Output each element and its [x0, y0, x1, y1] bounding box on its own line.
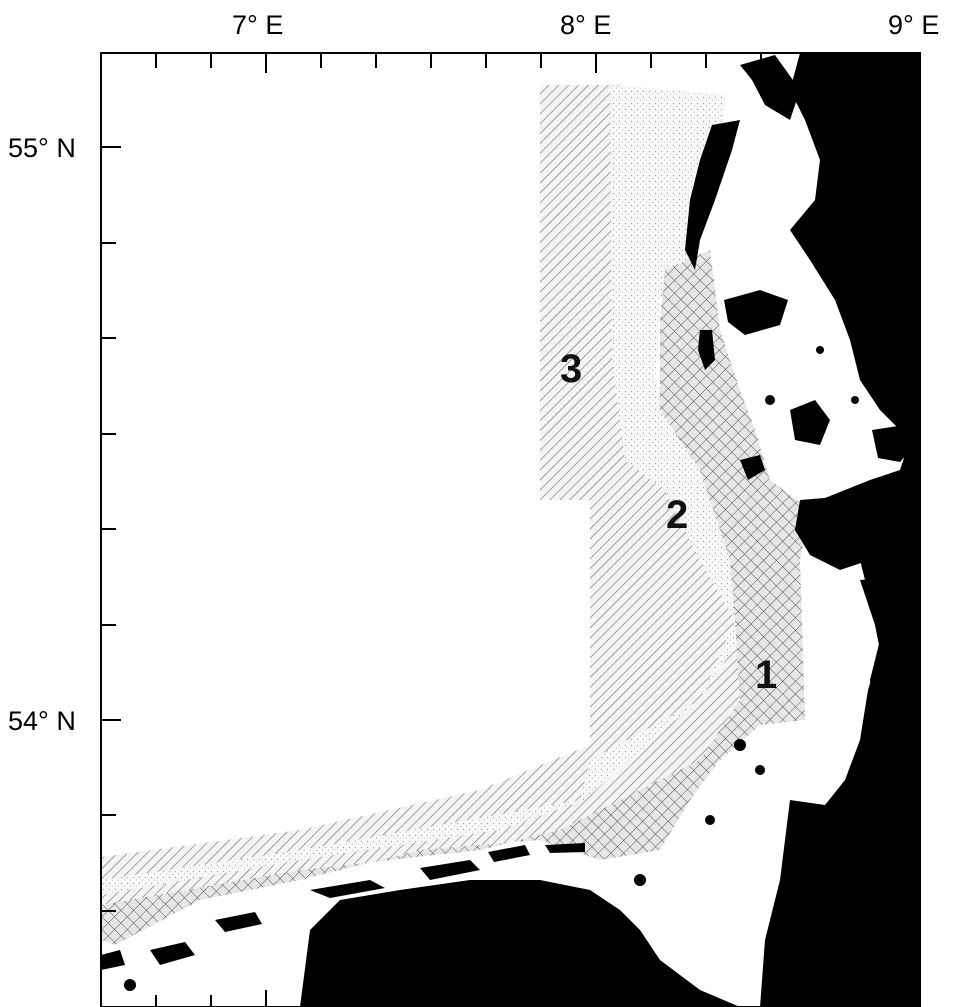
zone-label-2: 2 — [666, 493, 688, 537]
islet-6 — [816, 346, 824, 354]
frisian-island-5 — [215, 912, 262, 932]
x-tick-label-9e: 9° E — [888, 10, 939, 40]
peninsula-eiderstedt — [795, 495, 880, 570]
bottom-ticks — [155, 990, 267, 1007]
islet-3 — [705, 815, 715, 825]
islet-2 — [755, 765, 765, 775]
zone-2-area — [101, 85, 760, 895]
top-ticks — [155, 53, 872, 73]
x-tick-label-8e: 8° E — [560, 10, 611, 40]
land-masses — [101, 53, 920, 1007]
zone-label-1: 1 — [755, 653, 777, 697]
island-north-1 — [740, 55, 800, 120]
frisian-island-7 — [101, 950, 125, 970]
island-foehr — [698, 330, 715, 370]
frisian-island-4 — [545, 843, 585, 853]
eiderstedt — [740, 455, 765, 480]
dithmarschen-coast — [860, 575, 920, 720]
islet-5 — [851, 396, 859, 404]
islet-8 — [124, 979, 136, 991]
frisian-island-1 — [310, 880, 385, 898]
zone-3-area — [101, 85, 740, 905]
y-tick-label-55n: 55° N — [8, 133, 76, 163]
frisian-island-2 — [420, 860, 480, 880]
island-pellworm — [790, 400, 830, 445]
x-tick-label-7e: 7° E — [232, 10, 283, 40]
islet-1 — [734, 739, 746, 751]
islet-7 — [765, 395, 775, 405]
island-sylt — [685, 120, 740, 270]
zone-label-3: 3 — [560, 347, 582, 391]
left-ticks — [101, 146, 121, 912]
frisian-island-3 — [488, 845, 530, 862]
y-tick-label-54n: 54° N — [8, 706, 76, 736]
island-nordstrand — [872, 425, 915, 462]
mainland-south — [300, 880, 740, 1007]
map-area — [101, 53, 920, 1007]
frisian-island-6 — [150, 942, 195, 965]
island-amrum — [724, 290, 788, 335]
islet-4 — [634, 874, 646, 886]
